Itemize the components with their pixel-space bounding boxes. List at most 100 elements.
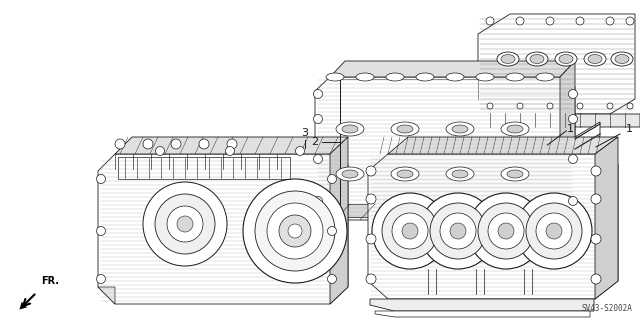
Circle shape: [288, 224, 302, 238]
Polygon shape: [388, 137, 618, 154]
Polygon shape: [98, 287, 115, 304]
Polygon shape: [478, 114, 640, 127]
Circle shape: [516, 17, 524, 25]
Circle shape: [143, 139, 153, 149]
Polygon shape: [118, 157, 290, 179]
Circle shape: [606, 17, 614, 25]
Circle shape: [486, 17, 494, 25]
Circle shape: [568, 154, 577, 164]
Circle shape: [171, 139, 181, 149]
Ellipse shape: [501, 55, 515, 63]
Circle shape: [547, 103, 553, 109]
Circle shape: [626, 17, 634, 25]
Polygon shape: [375, 311, 590, 317]
Ellipse shape: [391, 167, 419, 181]
Circle shape: [328, 226, 337, 235]
Ellipse shape: [342, 170, 358, 178]
Circle shape: [328, 275, 337, 284]
Polygon shape: [478, 14, 635, 114]
Circle shape: [314, 115, 323, 123]
Circle shape: [314, 154, 323, 164]
Ellipse shape: [416, 73, 434, 81]
Circle shape: [97, 174, 106, 183]
Circle shape: [440, 213, 476, 249]
Circle shape: [225, 146, 234, 155]
Polygon shape: [19, 302, 27, 309]
Polygon shape: [442, 204, 478, 217]
Circle shape: [314, 90, 323, 99]
Polygon shape: [332, 204, 368, 217]
Ellipse shape: [446, 122, 474, 136]
Circle shape: [450, 223, 466, 239]
Text: 3: 3: [301, 128, 308, 138]
Text: SV43-S2002A: SV43-S2002A: [581, 304, 632, 313]
Ellipse shape: [506, 73, 524, 81]
Polygon shape: [497, 204, 533, 217]
Circle shape: [199, 139, 209, 149]
Ellipse shape: [356, 73, 374, 81]
Ellipse shape: [336, 167, 364, 181]
Ellipse shape: [588, 55, 602, 63]
Circle shape: [591, 194, 601, 204]
Ellipse shape: [391, 122, 419, 136]
Ellipse shape: [615, 55, 629, 63]
Ellipse shape: [336, 122, 364, 136]
Ellipse shape: [501, 122, 529, 136]
Polygon shape: [560, 61, 575, 220]
Ellipse shape: [530, 55, 544, 63]
Circle shape: [607, 103, 613, 109]
Ellipse shape: [386, 73, 404, 81]
Circle shape: [267, 203, 323, 259]
Circle shape: [372, 193, 448, 269]
Polygon shape: [315, 77, 575, 220]
Ellipse shape: [507, 170, 523, 178]
Ellipse shape: [397, 170, 413, 178]
Circle shape: [517, 103, 523, 109]
Circle shape: [568, 197, 577, 205]
Circle shape: [546, 17, 554, 25]
Circle shape: [314, 197, 323, 205]
Text: FR.: FR.: [41, 276, 59, 286]
Ellipse shape: [397, 125, 413, 133]
Circle shape: [143, 182, 227, 266]
Polygon shape: [575, 122, 600, 151]
Polygon shape: [387, 204, 423, 217]
Circle shape: [576, 17, 584, 25]
Polygon shape: [98, 154, 348, 304]
Circle shape: [177, 216, 193, 232]
Ellipse shape: [497, 52, 519, 66]
Ellipse shape: [526, 52, 548, 66]
Ellipse shape: [507, 125, 523, 133]
Circle shape: [487, 103, 493, 109]
Circle shape: [526, 203, 582, 259]
Circle shape: [468, 193, 544, 269]
Ellipse shape: [452, 170, 468, 178]
Ellipse shape: [501, 167, 529, 181]
Circle shape: [382, 203, 438, 259]
Circle shape: [156, 146, 164, 155]
Circle shape: [296, 146, 305, 155]
Polygon shape: [595, 137, 618, 299]
Ellipse shape: [446, 73, 464, 81]
Circle shape: [516, 193, 592, 269]
Circle shape: [97, 275, 106, 284]
Circle shape: [392, 213, 428, 249]
Circle shape: [255, 191, 335, 271]
Ellipse shape: [452, 125, 468, 133]
Circle shape: [97, 226, 106, 235]
Circle shape: [546, 223, 562, 239]
Ellipse shape: [476, 73, 494, 81]
Circle shape: [279, 215, 311, 247]
Ellipse shape: [342, 125, 358, 133]
Circle shape: [167, 206, 203, 242]
Circle shape: [498, 223, 514, 239]
Ellipse shape: [555, 52, 577, 66]
Ellipse shape: [559, 55, 573, 63]
Ellipse shape: [584, 52, 606, 66]
Text: 2: 2: [311, 137, 318, 147]
Circle shape: [402, 223, 418, 239]
Circle shape: [366, 194, 376, 204]
Circle shape: [591, 274, 601, 284]
Circle shape: [577, 103, 583, 109]
Circle shape: [591, 166, 601, 176]
